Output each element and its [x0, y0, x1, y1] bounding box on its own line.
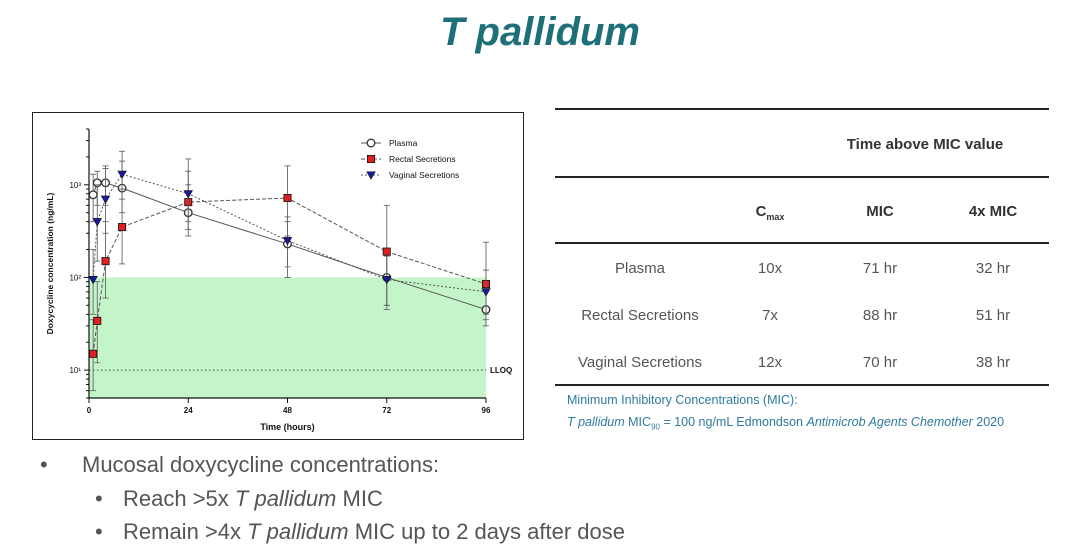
table-bottom-rule	[555, 384, 1049, 386]
legend-marker	[366, 155, 375, 164]
data-point	[89, 349, 98, 358]
x-axis-label: Time (hours)	[260, 422, 314, 432]
group-header: Time above MIC value	[846, 136, 1004, 153]
table-subheader-rule	[555, 242, 1049, 244]
series-line	[92, 173, 487, 293]
row-mic4: 32 hr	[975, 260, 1011, 277]
col-4xmic: 4x MIC	[968, 203, 1018, 220]
row-mic: 88 hr	[862, 307, 898, 324]
slide-title: T pallidum	[440, 10, 640, 54]
data-point	[117, 170, 127, 180]
legend-label: Rectal Secretions	[389, 154, 456, 164]
y-tick-label: 10¹	[69, 366, 81, 375]
pk-chart-svg: LLOQ 10¹ 10² 10³ 0 24 48 72 96 Time (hours) Doxycy…	[45, 128, 512, 432]
table-top-rule	[555, 108, 1049, 110]
data-point	[382, 276, 392, 285]
data-point	[283, 194, 292, 203]
pk-chart: LLOQ 10¹ 10² 10³ 0 24 48 72 96 Time (hours) Doxycy…	[32, 112, 524, 440]
row-mic4: 38 hr	[975, 354, 1011, 371]
row-label: Vaginal Secretions	[578, 354, 702, 371]
x-tick-label: 0	[87, 406, 92, 415]
row-label: Rectal Secretions	[581, 307, 699, 324]
data-point	[282, 237, 293, 246]
x-tick-label: 72	[382, 406, 391, 415]
legend-marker	[366, 138, 376, 148]
col-mic: MIC	[866, 203, 894, 220]
data-point	[92, 218, 102, 227]
row-mic: 71 hr	[862, 260, 898, 277]
row-cmax: 7x	[762, 307, 778, 324]
data-point	[88, 276, 98, 285]
data-point	[382, 247, 391, 256]
y-tick-label: 10²	[69, 273, 81, 282]
col-cmax: Cmax	[755, 203, 785, 222]
bullet-sub-1: • Reach >5x T pallidum MIC	[95, 486, 383, 511]
x-tick-label: 24	[184, 406, 193, 415]
row-cmax: 12x	[757, 354, 783, 371]
table-header-rule	[555, 176, 1049, 178]
mic-note-heading: Minimum Inhibitory Concentrations (MIC):	[567, 393, 798, 407]
data-point	[118, 223, 127, 232]
data-point	[101, 257, 110, 266]
y-axis-label: Doxycycline concentration (ng/mL)	[45, 192, 55, 334]
legend-label: Vaginal Secretions	[389, 170, 459, 180]
legend-label: Plasma	[389, 138, 418, 148]
legend-marker	[366, 171, 376, 180]
data-point	[93, 316, 102, 325]
row-mic: 70 hr	[862, 354, 898, 371]
mic-band	[89, 277, 486, 398]
lloq-label: LLOQ	[490, 366, 512, 375]
bullet-sub-2: • Remain >4x T pallidum MIC up to 2 days …	[95, 519, 625, 544]
row-cmax: 10x	[757, 260, 783, 277]
data-point	[100, 195, 111, 204]
y-tick-label: 10³	[69, 181, 81, 190]
mic-note-reference: T pallidum MIC90 = 100 ng/mL Edmondson A…	[567, 415, 1005, 432]
row-mic4: 51 hr	[975, 307, 1011, 324]
series-line	[92, 197, 487, 354]
bullet-main: • Mucosal doxycycline concentrations:	[40, 452, 440, 477]
data-point	[88, 190, 98, 200]
data-point	[481, 288, 491, 297]
row-label: Plasma	[614, 260, 666, 277]
data-point	[183, 190, 193, 199]
x-tick-label: 48	[283, 406, 292, 415]
x-tick-label: 96	[482, 406, 491, 415]
